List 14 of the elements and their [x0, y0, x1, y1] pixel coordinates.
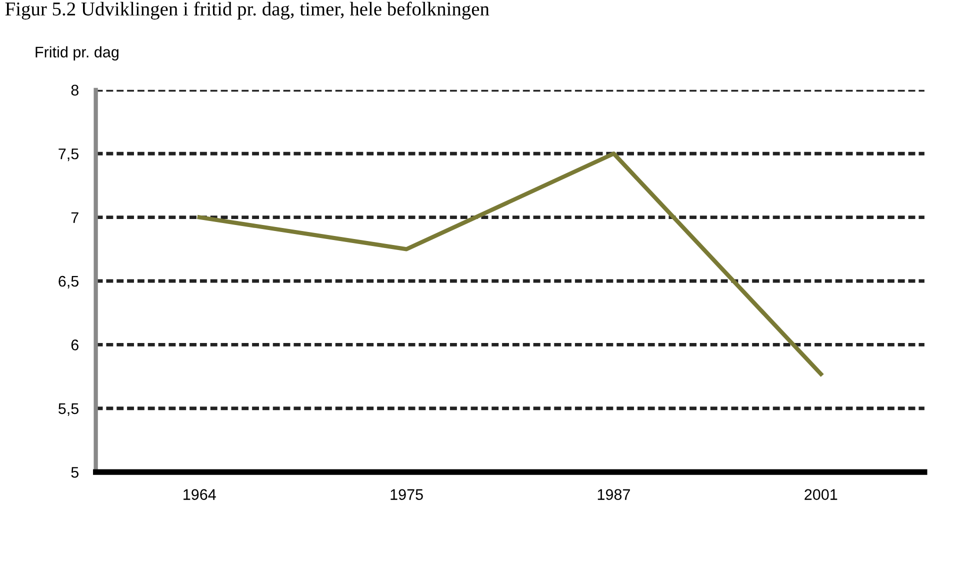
y-tick-label: 6,5	[58, 276, 78, 288]
x-tick-label: 2001	[804, 489, 838, 500]
y-tick-label: 5	[71, 467, 78, 478]
y-tick-label: 5,5	[58, 403, 78, 416]
chart-title: Figur 5.2 Udviklingen i fritid pr. dag, timer, hele befolkningen	[5, 2, 490, 20]
y-tick-label: 6	[71, 340, 78, 350]
line-series	[197, 152, 823, 376]
x-tick-label: 1975	[390, 489, 423, 500]
y-axis-title: Fritid pr. dag	[36, 46, 118, 61]
x-tick-label: 1987	[598, 489, 630, 500]
y-tick-label: 7,5	[58, 148, 78, 162]
y-tick-label: 8	[71, 84, 78, 96]
y-tick-label: 7	[71, 212, 78, 223]
x-tick-label: 1964	[184, 489, 216, 500]
